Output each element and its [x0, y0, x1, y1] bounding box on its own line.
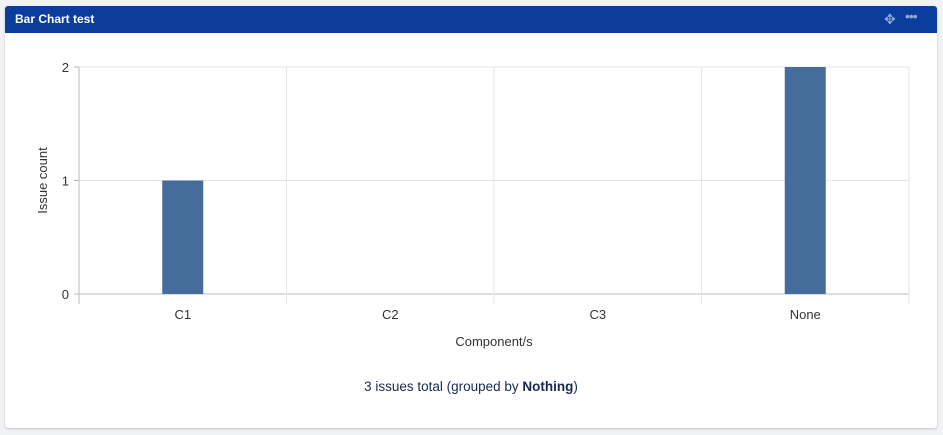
y-tick-label: 0	[62, 287, 69, 302]
more-icon[interactable]: •••	[905, 8, 918, 24]
chart-summary: 3 issues total (grouped by Nothing)	[5, 379, 937, 394]
gadget-title: Bar Chart test	[15, 12, 95, 26]
dashboard-gadget: Bar Chart test ✥ ••• 0 1 2 C1 C2 C3 None Compon…	[5, 6, 937, 428]
summary-suffix: )	[573, 379, 578, 394]
summary-text: 3 issues total (grouped by	[364, 379, 523, 394]
bar-none	[784, 67, 826, 294]
x-tick-label: C1	[174, 307, 191, 322]
y-tick-label: 1	[62, 174, 69, 189]
x-tick-label: C2	[382, 307, 399, 322]
gadget-header: Bar Chart test ✥ •••	[5, 6, 937, 33]
x-axis-label: Component/s	[455, 334, 533, 349]
x-tick-label: C3	[589, 307, 606, 322]
group-by-value: Nothing	[522, 379, 574, 394]
x-tick-label: None	[790, 307, 821, 322]
y-tick-label: 2	[62, 60, 69, 75]
bar-c1	[162, 180, 204, 294]
bar-chart: 0 1 2 C1 C2 C3 None Component/s Issue count	[35, 60, 910, 349]
y-axis-label: Issue count	[35, 147, 50, 214]
move-icon[interactable]: ✥	[884, 11, 896, 27]
